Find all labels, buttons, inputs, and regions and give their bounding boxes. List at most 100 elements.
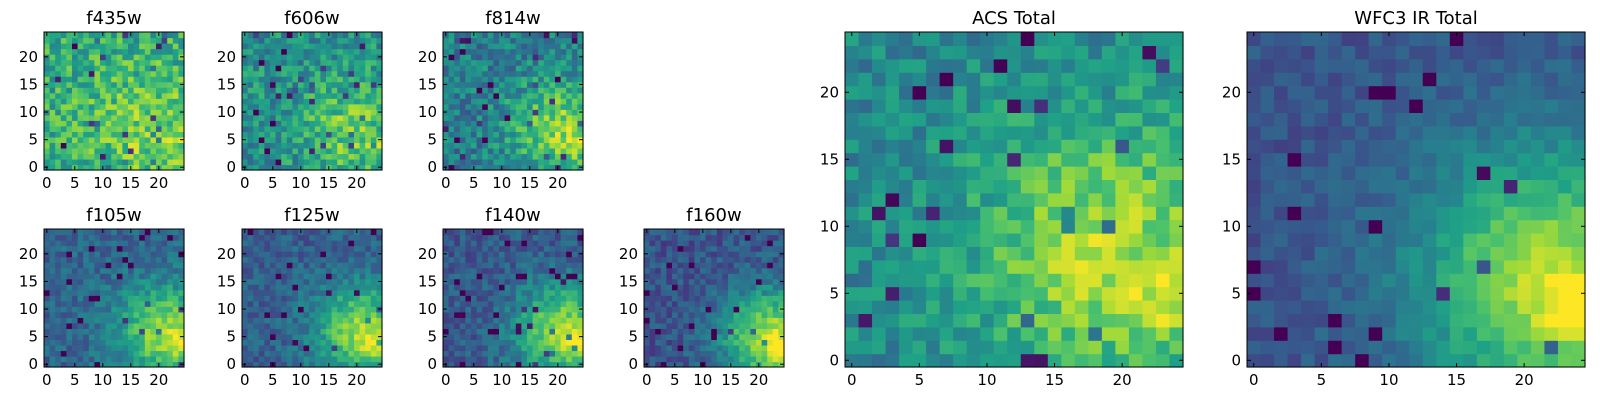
heatmap-cell xyxy=(55,355,62,363)
heatmap-cell xyxy=(298,328,305,335)
heatmap-cell xyxy=(178,98,185,105)
x-tick-label: 15 xyxy=(721,371,740,389)
heatmap-cell xyxy=(448,48,455,55)
heatmap-cell xyxy=(342,136,349,143)
heatmap-cell xyxy=(655,273,662,280)
heatmap-cell xyxy=(348,289,355,296)
heatmap-cell xyxy=(258,92,265,99)
heatmap-cell xyxy=(139,70,146,77)
heatmap-cell xyxy=(515,245,522,252)
heatmap-cell xyxy=(504,142,511,149)
heatmap-cell xyxy=(538,59,545,66)
x-tick-label: 5 xyxy=(469,174,479,192)
heatmap-cell xyxy=(247,339,254,346)
heatmap-cell xyxy=(309,92,316,99)
heatmap-cell xyxy=(993,340,1008,355)
heatmap-cell xyxy=(555,295,562,302)
heatmap-cell xyxy=(281,339,288,346)
heatmap-cell xyxy=(281,267,288,274)
heatmap-cell xyxy=(150,92,157,99)
heatmap-cell xyxy=(77,76,84,83)
heatmap-cell xyxy=(1074,340,1089,355)
heatmap-cell xyxy=(144,65,151,72)
heatmap-cell xyxy=(649,245,656,252)
x-tick-label: 10 xyxy=(492,371,511,389)
heatmap-cell xyxy=(482,344,489,352)
heatmap-cell xyxy=(722,300,729,307)
heatmap-cell xyxy=(320,76,327,83)
heatmap-cell xyxy=(655,306,662,313)
heatmap-cell xyxy=(515,300,522,307)
heatmap-cell xyxy=(577,234,584,241)
heatmap-cell xyxy=(83,70,90,77)
heatmap-cell xyxy=(1020,326,1035,341)
heatmap-cell xyxy=(672,322,679,329)
heatmap-cell xyxy=(66,147,73,155)
heatmap-cell xyxy=(459,131,466,138)
heatmap-cell xyxy=(527,87,534,94)
heatmap-cell xyxy=(264,240,271,247)
heatmap-cell xyxy=(872,259,887,274)
heatmap-cell xyxy=(94,229,101,236)
heatmap-cell xyxy=(172,59,179,66)
heatmap-cell xyxy=(156,256,163,263)
heatmap-cell xyxy=(77,70,84,77)
heatmap-cell xyxy=(342,76,349,83)
heatmap-cell xyxy=(72,147,79,155)
heatmap-cell xyxy=(156,344,163,352)
heatmap-cell xyxy=(314,328,321,335)
heatmap-cell xyxy=(144,81,151,88)
heatmap-cell xyxy=(705,306,712,313)
heatmap-cell xyxy=(566,350,573,357)
heatmap-cell xyxy=(88,70,95,77)
heatmap-cell xyxy=(772,361,779,368)
heatmap-cell xyxy=(443,350,450,357)
heatmap-cell xyxy=(471,273,478,280)
heatmap-cell xyxy=(105,98,112,105)
heatmap-cell xyxy=(471,98,478,105)
heatmap-cell xyxy=(482,87,489,94)
heatmap-cell xyxy=(314,114,321,121)
heatmap-cell xyxy=(532,339,539,346)
heatmap-cell xyxy=(560,32,567,39)
heatmap-cell xyxy=(644,317,651,324)
heatmap-cell xyxy=(172,131,179,138)
heatmap-cell xyxy=(105,295,112,302)
heatmap-cell xyxy=(49,125,56,132)
heatmap-cell xyxy=(88,54,95,61)
heatmap-cell xyxy=(365,158,372,166)
heatmap-cell xyxy=(739,317,746,324)
heatmap-cell xyxy=(55,229,62,236)
heatmap-cell xyxy=(939,192,954,207)
heatmap-cell xyxy=(156,125,163,132)
heatmap-cell xyxy=(845,353,860,368)
heatmap-cell xyxy=(993,353,1008,368)
heatmap-cell xyxy=(77,361,84,368)
heatmap-cell xyxy=(476,131,483,138)
heatmap-cell xyxy=(739,245,746,252)
heatmap-cell xyxy=(1007,286,1022,301)
heatmap-cell xyxy=(94,251,101,258)
heatmap-cell xyxy=(314,70,321,77)
heatmap-cell xyxy=(337,240,344,247)
heatmap-cell xyxy=(1074,313,1089,328)
heatmap-cell xyxy=(493,234,500,241)
heatmap-cell xyxy=(1034,340,1049,355)
heatmap-cell xyxy=(845,300,860,314)
heatmap-cell xyxy=(298,98,305,105)
heatmap-cell xyxy=(510,284,517,291)
heatmap-cell xyxy=(515,114,522,121)
heatmap-cell xyxy=(348,147,355,155)
heatmap-cell xyxy=(504,32,511,39)
heatmap-cell xyxy=(55,164,62,171)
heatmap-cell xyxy=(459,278,466,285)
heatmap-cell xyxy=(309,54,316,61)
heatmap-cell xyxy=(331,262,338,269)
heatmap-cell xyxy=(161,81,168,88)
heatmap-cell xyxy=(459,229,466,236)
heatmap-cell xyxy=(756,306,763,313)
heatmap-cell xyxy=(128,355,135,363)
heatmap-cell xyxy=(337,103,344,110)
heatmap-cell xyxy=(521,65,528,72)
